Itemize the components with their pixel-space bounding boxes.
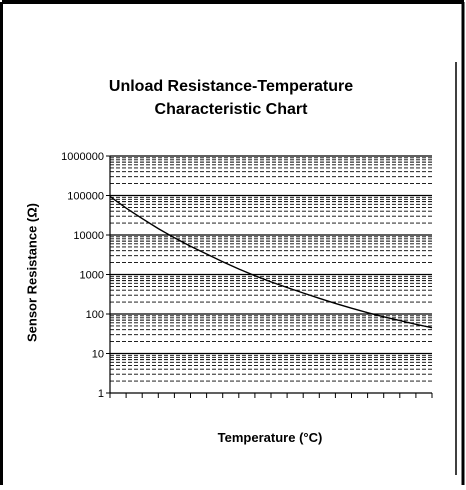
series-line	[109, 195, 433, 329]
y-tick-label: 100	[86, 309, 104, 321]
tick-label-layer: 1000000 100000 10000 1000 100 10 1	[61, 151, 104, 400]
series-layer	[109, 195, 433, 329]
chart-title-line-2: Characteristic Chart	[154, 101, 308, 118]
y-tick-label: 10000	[73, 230, 104, 242]
y-tick-label: 1000000	[61, 151, 104, 163]
axes-layer	[106, 155, 433, 398]
y-tick-label: 10	[92, 349, 104, 361]
y-axis-label: Sensor Resistance (Ω)	[24, 202, 40, 343]
x-axis-label: Temperature (°C)	[217, 430, 323, 445]
grid-layer	[110, 155, 432, 382]
y-tick-label: 1	[98, 388, 104, 400]
y-tick-label: 1000	[80, 270, 104, 282]
y-tick-label: 100000	[67, 191, 104, 203]
chart-title-line-1: Unload Resistance-Temperature	[108, 78, 354, 95]
